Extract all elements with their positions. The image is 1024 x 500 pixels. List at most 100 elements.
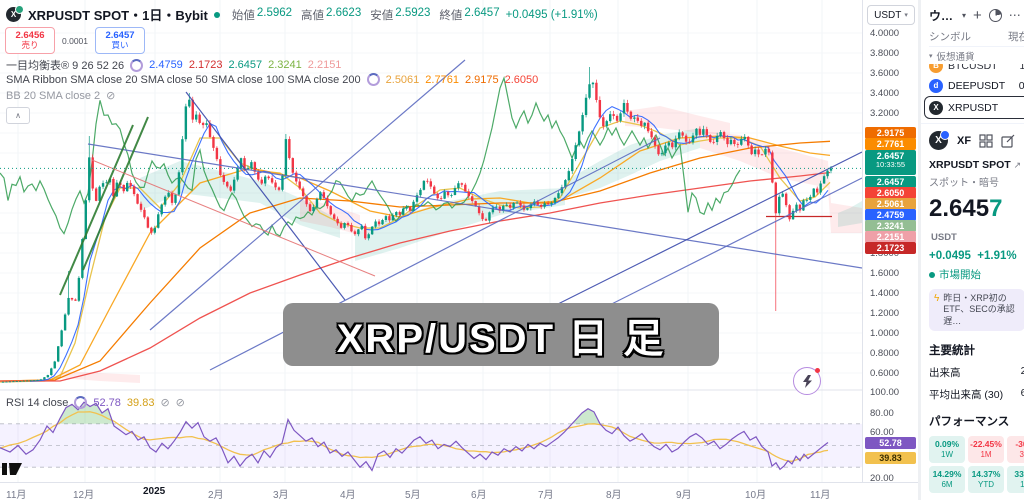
eye-off-icon[interactable]: ⊘ [106,90,116,102]
rsi-badge: 39.83 [865,452,916,465]
price-badge: 2.5061 [865,198,916,211]
column-symbol: シンボル [929,30,971,43]
sell-button[interactable]: 2.6456 売り [5,27,55,54]
add-symbol-button[interactable]: + [973,6,982,24]
edit-icon[interactable] [1001,134,1015,148]
ichimoku-legend[interactable]: 一目均衡表® 9 26 52 26 2.4759 2.1723 2.6457 2.32… [6,57,341,73]
news-line2: ETF、SECの承認遅… [943,304,1015,326]
close-label: 終値 [439,9,463,22]
row-last-price: 110,0 [1020,64,1024,72]
symbol-detail-header: X XF [929,128,1024,154]
grid-icon[interactable] [979,134,993,148]
time-axis-label: 8月 [606,490,622,500]
time-axis-label: 4月 [340,490,356,500]
price-chart-canvas[interactable] [0,0,862,482]
status-dot-icon [929,271,935,278]
watchlist-title[interactable]: ウォッチリスト [929,8,955,23]
axis-tick: 100.00 [870,387,900,398]
notification-dot [815,368,820,373]
time-axis-label: 2025 [143,486,166,497]
indicator-value: 2.9175 [464,73,499,86]
detail-symbol-title[interactable]: XRPUSDT SPOT ↗ ・ BYBIT [929,158,1024,171]
currency-dropdown[interactable]: USDT ▾ [867,5,915,25]
open-value: 2.5962 [256,6,293,19]
indicator-value: 2.6457 [228,59,263,71]
time-axis-label: 5月 [405,490,421,500]
row-last-price: 0.088 [1018,79,1024,92]
loading-icon [130,58,144,72]
flash-news-button[interactable] [793,367,821,395]
news-text: 昨日・XRP初の ETF、SECの承認遅… [943,293,1020,327]
hide-icon[interactable]: ⊘ [175,397,185,409]
stat-row-volume: 出来高 20.3 [929,365,1024,380]
status-label: 市場開始 [939,269,981,281]
indicator-value: 39.83 [126,396,155,409]
price-badge: 2.6050 [865,187,916,200]
time-axis-label: 3月 [273,490,289,500]
rsi-badge: 52.78 [865,437,916,450]
sma-values: 2.5061 2.7761 2.9175 2.6050 [386,74,539,86]
sell-label: 売り [21,40,39,51]
symbol-title[interactable]: XRPUSDT SPOT・1日・Bybit [28,8,208,23]
time-axis[interactable]: 11月 12月 2025 2月 3月 4月 5月 6月 7月 8月 9月 10月 11月 [0,482,918,500]
axis-tick: 60.00 [870,427,894,438]
watchlist-header: ウォッチリスト ▾ + ⋯ [929,4,1024,26]
bb-title: BB 20 SMA close 2 [6,89,101,102]
daily-change: +0.0495 (+1.91%) [505,8,598,21]
time-axis-label: 10月 [745,490,767,500]
buy-button[interactable]: 2.6457 買い [95,27,145,54]
time-axis-label: 11月 [810,490,831,500]
ichimoku-title: 一目均衡表® 9 26 52 26 [6,60,125,72]
more-icon[interactable]: ⋯ [1008,8,1021,22]
watchlist-row-deepusdt[interactable]: d DEEPUSDT 0.088 [929,75,1024,96]
price-axis[interactable]: USDT ▾ ⚙ 4.00003.80003.60003.40003.20001… [862,0,919,500]
axis-tick: 4.0000 [870,28,900,39]
chevron-down-icon[interactable]: ▾ [962,10,967,20]
news-flash-icon: ϟ [934,293,940,304]
detail-symbol: XRPUSDT SPOT [929,159,1011,171]
sma-ribbon-legend[interactable]: SMA Ribbon SMA close 20 SMA close 50 SMA… [6,73,538,86]
axis-tick: 1.2000 [870,308,900,319]
collapse-indicators-button[interactable]: ∧ [6,107,30,124]
high-value: 2.6623 [326,6,362,19]
tradingview-logo [2,463,22,475]
loading-icon [74,396,88,409]
open-label: 始値 [231,9,255,22]
performance-tile-1y: 336.01Y [1007,465,1024,493]
rsi-legend[interactable]: RSI 14 close 52.78 39.83 ⊘ ⊘ [6,396,185,409]
price-badge: 2.1723 [865,242,916,255]
rsi-title: RSI 14 close [6,396,69,409]
time-axis-label: 6月 [471,490,487,500]
stats-heading: 主要統計 [929,344,975,357]
axis-tick: 1.4000 [870,288,900,299]
performance-tile-6m: 14.29% 6M [929,465,965,493]
watchlist-rows: BBTCUSDT110,0 d DEEPUSDT 0.088 XXRPUSDT2.64 [924,64,1024,119]
performance-tile-1w: 0.09% 1W [929,435,965,463]
axis-tick: 80.00 [870,408,894,419]
axis-tick: 3.8000 [870,48,900,59]
time-axis-label: 11月 [6,490,27,500]
pie-chart-icon[interactable] [988,8,1002,22]
banner-text: XRP/USDT 日 足 [336,316,666,361]
news-card[interactable]: ϟ 昨日・XRP初の ETF、SECの承認遅… [929,289,1024,331]
performance-tile-1m: -22.45% 1M [968,435,1004,463]
indicator-value: 2.7761 [425,73,459,86]
loading-icon [366,73,380,86]
price-badge: 2.2151 [865,231,916,244]
hide-icon[interactable]: ⊘ [160,397,170,409]
trade-widget: 2.6456 売り 0.0001 2.6457 買い [5,27,145,54]
coin-icon: d [929,78,943,93]
indicator-value: 52.78 [93,396,121,409]
bb-legend[interactable]: BB 20 SMA close 2 ⊘ [6,89,116,103]
watchlist-section[interactable]: ▾ 仮想通貨 [929,47,1024,64]
ichimoku-values: 2.4759 2.1723 2.6457 2.3241 2.2151 [149,59,341,71]
axis-tick: 3.2000 [870,108,900,119]
time-axis-label: 7月 [538,490,554,500]
chart-header: X XRPUSDT SPOT・1日・Bybit 始値 2.5962 高値 2.662… [6,4,598,24]
price-last-digit: 7 [989,195,1003,222]
ohlc-values: 始値 2.5962 高値 2.6623 安値 2.5923 終値 2.6457 [232,7,500,23]
watchlist-row-btcusdt[interactable]: B BTCUSDT 110,0 [929,64,1024,75]
row-symbol: DEEPUSDT [948,79,1006,92]
watchlist-row-xrpusdt[interactable]: XXRPUSDT2.64 [924,96,1024,119]
external-link-icon[interactable]: ↗ ・ BYBIT [1013,160,1024,170]
